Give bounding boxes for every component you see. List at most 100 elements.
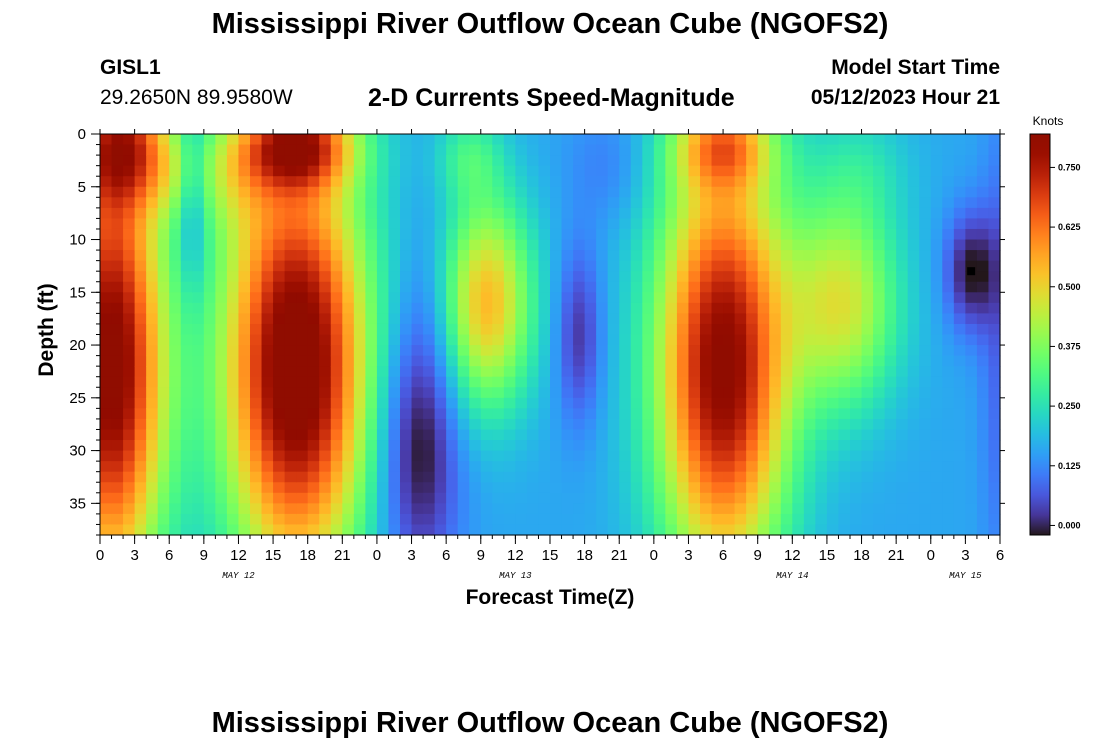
heatmap-cell [619, 260, 632, 272]
heatmap-cell [676, 471, 690, 483]
heatmap-cell [319, 292, 332, 304]
heatmap-cell [607, 292, 620, 304]
heatmap-cell [215, 503, 228, 515]
heatmap-cell [561, 450, 574, 462]
heatmap-cell [976, 513, 990, 526]
heatmap-cell [676, 218, 690, 230]
heatmap-cell [353, 228, 366, 241]
heatmap-cell [826, 334, 840, 346]
heatmap-cell [769, 471, 782, 483]
heatmap-cell [919, 144, 932, 156]
heatmap-cell [850, 260, 863, 272]
heatmap-cell [515, 345, 528, 357]
heatmap-cell [146, 197, 159, 209]
heatmap-cell [376, 355, 390, 367]
heatmap-cell [838, 144, 851, 156]
heatmap-cell [192, 155, 205, 167]
heatmap-cell [988, 281, 1001, 293]
heatmap-cell [400, 408, 413, 420]
heatmap-cell [342, 144, 355, 156]
heatmap-cell [376, 397, 390, 409]
heatmap-cell [792, 144, 805, 156]
heatmap-cell [411, 334, 424, 346]
x-tick-label: 3 [961, 547, 969, 564]
heatmap-cell [446, 292, 459, 304]
heatmap-cell [550, 218, 563, 230]
heatmap-cell [457, 408, 470, 420]
heatmap-cell [826, 429, 840, 441]
heatmap-cell [792, 482, 805, 494]
heatmap-cell [503, 207, 516, 220]
heatmap-cell [619, 345, 632, 357]
heatmap-cell [550, 492, 563, 504]
heatmap-cell [769, 313, 782, 325]
heatmap-cell [873, 239, 886, 251]
heatmap-cell [526, 228, 540, 241]
heatmap-cell [896, 418, 909, 431]
heatmap-cell [769, 387, 782, 399]
heatmap-cell [434, 197, 447, 209]
heatmap-cell [746, 292, 759, 304]
heatmap-cell [226, 513, 240, 526]
heatmap-cell [515, 492, 528, 504]
heatmap-cell [873, 376, 886, 388]
heatmap-cell [111, 197, 124, 209]
heatmap-cell [180, 218, 193, 230]
heatmap-cell [250, 345, 263, 357]
heatmap-cell [884, 524, 897, 536]
heatmap-cell [261, 355, 274, 367]
heatmap-cell [388, 450, 401, 462]
heatmap-cell [965, 408, 978, 420]
heatmap-cell [757, 345, 770, 357]
heatmap-cell [319, 461, 332, 473]
heatmap-cell [319, 513, 332, 526]
heatmap-cell [353, 302, 366, 314]
heatmap-cell [273, 144, 286, 156]
heatmap-cell [965, 345, 978, 357]
heatmap-cell [653, 207, 666, 220]
heatmap-cell [400, 471, 413, 483]
heatmap-cell [596, 197, 609, 209]
heatmap-cell [630, 155, 643, 167]
heatmap-cell [815, 228, 828, 241]
heatmap-cell [780, 281, 793, 293]
heatmap-cell [919, 134, 932, 146]
heatmap-cell [192, 503, 205, 515]
heatmap-cell [330, 207, 343, 220]
heatmap-cell [919, 197, 932, 209]
heatmap-cell [700, 260, 713, 272]
heatmap-cell [550, 186, 563, 198]
heatmap-cell [688, 524, 701, 536]
heatmap-cell [469, 292, 482, 304]
heatmap-cell [907, 408, 920, 420]
heatmap-cell [619, 503, 632, 515]
heatmap-cell [353, 323, 366, 336]
heatmap-cell [653, 134, 666, 146]
heatmap-cell [815, 450, 828, 462]
heatmap-cell [850, 250, 863, 262]
heatmap-cell [965, 186, 978, 198]
heatmap-cell [273, 155, 286, 167]
heatmap-cell [884, 155, 897, 167]
heatmap-cell [492, 461, 505, 473]
heatmap-cell [192, 387, 205, 399]
heatmap-cell [180, 471, 193, 483]
heatmap-cell [388, 228, 401, 241]
heatmap-cell [757, 218, 770, 230]
y-tick-label: 0 [78, 126, 86, 143]
heatmap-cell [400, 513, 413, 526]
heatmap-cell [319, 440, 332, 452]
heatmap-cell [792, 492, 805, 504]
heatmap-cell [803, 271, 816, 283]
heatmap-cell [561, 323, 574, 336]
heatmap-cell [100, 366, 113, 378]
heatmap-cell [111, 482, 124, 494]
heatmap-cell [446, 218, 459, 230]
heatmap-cell [907, 207, 920, 220]
heatmap-cell [942, 281, 955, 293]
heatmap-cell [469, 281, 482, 293]
heatmap-cell [850, 461, 863, 473]
heatmap-cell [711, 250, 724, 262]
heatmap-cell [723, 218, 736, 230]
heatmap-cell [988, 271, 1001, 283]
